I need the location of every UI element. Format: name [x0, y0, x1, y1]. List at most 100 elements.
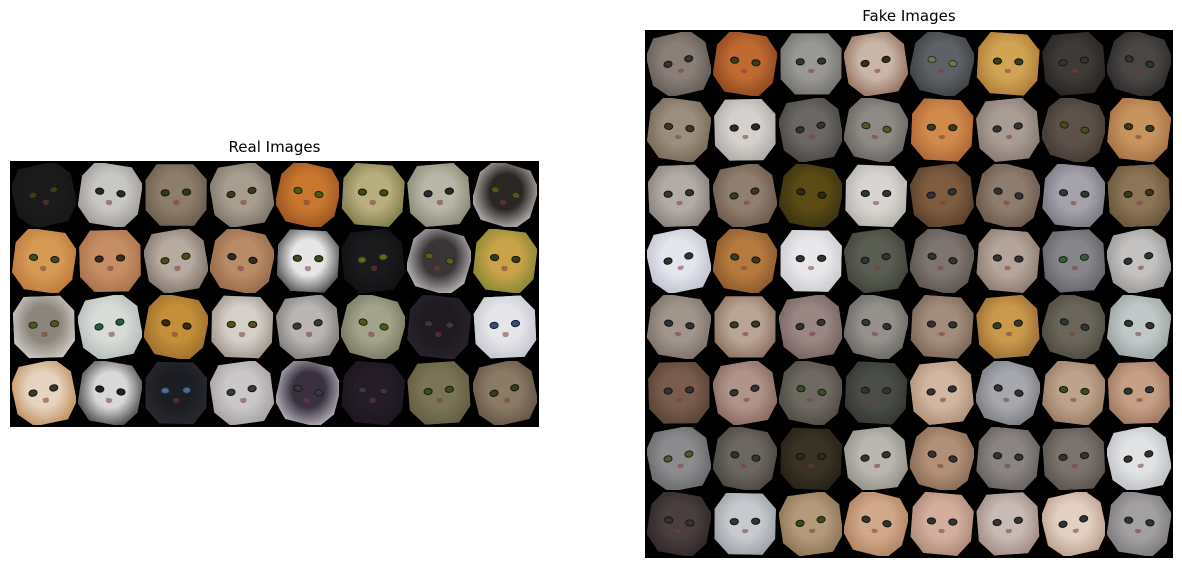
fake-cat-image	[844, 32, 908, 96]
fake-cat-image	[1107, 164, 1171, 228]
real-cat-image	[78, 229, 142, 293]
real-cat-image	[473, 361, 537, 425]
fake-cat-image	[779, 295, 843, 359]
real-cat-image	[473, 163, 537, 227]
real-cat-image	[341, 163, 405, 227]
real-cat-image	[78, 361, 142, 425]
real-cat-image	[473, 295, 537, 359]
fake-cat-image	[1107, 295, 1171, 359]
fake-images-title: Fake Images	[645, 7, 1173, 25]
fake-cat-image	[976, 32, 1040, 96]
fake-cat-image	[713, 98, 777, 162]
real-cat-image	[210, 361, 274, 425]
real-cat-image	[276, 163, 340, 227]
fake-cat-image	[647, 98, 711, 162]
fake-cat-image	[647, 427, 711, 491]
real-cat-image	[473, 229, 537, 293]
real-cat-image	[144, 229, 208, 293]
fake-cat-image	[1042, 492, 1106, 556]
real-cat-image	[407, 229, 471, 293]
real-cat-image	[78, 295, 142, 359]
fake-cat-image	[647, 492, 711, 556]
fake-cat-image	[844, 229, 908, 293]
real-cat-image	[12, 295, 76, 359]
fake-cat-image	[1107, 98, 1171, 162]
fake-cat-image	[713, 32, 777, 96]
real-cat-image	[12, 163, 76, 227]
fake-cat-image	[976, 427, 1040, 491]
fake-cat-image	[713, 492, 777, 556]
fake-cat-image	[910, 164, 974, 228]
fake-cat-image	[1042, 229, 1106, 293]
fake-cat-image	[844, 427, 908, 491]
real-cat-image	[341, 229, 405, 293]
real-cat-image	[12, 229, 76, 293]
fake-cat-image	[976, 492, 1040, 556]
fake-cat-image	[910, 32, 974, 96]
fake-cat-image	[844, 98, 908, 162]
fake-cat-image	[976, 98, 1040, 162]
fake-cat-image	[779, 32, 843, 96]
fake-cat-image	[910, 427, 974, 491]
real-cat-image	[210, 229, 274, 293]
fake-cat-image	[1042, 164, 1106, 228]
fake-cat-image	[844, 361, 908, 425]
real-images-grid	[10, 161, 539, 427]
fake-cat-image	[779, 98, 843, 162]
fake-cat-image	[1042, 32, 1106, 96]
fake-cat-image	[1107, 32, 1171, 96]
fake-cat-image	[844, 164, 908, 228]
fake-cat-image	[647, 361, 711, 425]
fake-cat-image	[713, 361, 777, 425]
fake-cat-image	[647, 32, 711, 96]
fake-cat-image	[910, 492, 974, 556]
fake-cat-image	[1042, 98, 1106, 162]
real-cat-image	[276, 229, 340, 293]
fake-cat-image	[647, 229, 711, 293]
real-cat-image	[276, 295, 340, 359]
real-cat-image	[144, 361, 208, 425]
fake-images-grid	[645, 30, 1173, 558]
fake-cat-image	[779, 229, 843, 293]
fake-cat-image	[910, 361, 974, 425]
fake-cat-image	[976, 295, 1040, 359]
fake-cat-image	[1107, 427, 1171, 491]
real-cat-image	[210, 163, 274, 227]
real-cat-image	[341, 361, 405, 425]
fake-cat-image	[1042, 295, 1106, 359]
fake-cat-image	[1042, 427, 1106, 491]
real-cat-image	[78, 163, 142, 227]
fake-cat-image	[713, 164, 777, 228]
real-cat-image	[341, 295, 405, 359]
fake-cat-image	[1042, 361, 1106, 425]
real-cat-image	[407, 163, 471, 227]
real-cat-image	[210, 295, 274, 359]
fake-cat-image	[910, 229, 974, 293]
fake-cat-image	[713, 295, 777, 359]
fake-cat-image	[779, 492, 843, 556]
fake-cat-image	[779, 361, 843, 425]
fake-cat-image	[1107, 492, 1171, 556]
fake-cat-image	[844, 295, 908, 359]
fake-cat-image	[976, 361, 1040, 425]
real-cat-image	[144, 295, 208, 359]
fake-cat-image	[713, 427, 777, 491]
fake-cat-image	[910, 295, 974, 359]
fake-cat-image	[779, 164, 843, 228]
fake-cat-image	[713, 229, 777, 293]
fake-cat-image	[844, 492, 908, 556]
fake-cat-image	[647, 295, 711, 359]
fake-cat-image	[1107, 361, 1171, 425]
fake-cat-image	[910, 98, 974, 162]
real-cat-image	[407, 361, 471, 425]
fake-cat-image	[647, 164, 711, 228]
real-cat-image	[407, 295, 471, 359]
fake-cat-image	[779, 427, 843, 491]
fake-cat-image	[976, 164, 1040, 228]
real-cat-image	[276, 361, 340, 425]
fake-cat-image	[1107, 229, 1171, 293]
fake-cat-image	[976, 229, 1040, 293]
real-images-title: Real Images	[10, 138, 539, 156]
real-cat-image	[12, 361, 76, 425]
real-cat-image	[144, 163, 208, 227]
